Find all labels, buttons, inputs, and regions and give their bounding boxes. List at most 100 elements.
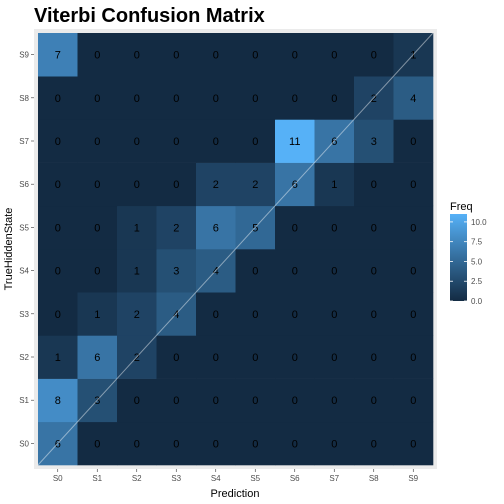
cell-value-label: 0: [331, 438, 337, 450]
heatmap-cell: [354, 162, 394, 207]
heatmap-cell: [117, 33, 157, 77]
heatmap-cell: [314, 335, 355, 379]
x-tick-label: S2: [132, 474, 142, 483]
cell-value-label: 0: [292, 395, 298, 407]
legend-tick-label: 10.0: [471, 218, 487, 227]
cell-value-label: 1: [134, 266, 140, 278]
x-tick-label: S3: [171, 474, 181, 483]
cell-value-label: 0: [55, 266, 61, 278]
heatmap-cell: [354, 421, 394, 466]
cell-value-label: 2: [134, 352, 140, 364]
heatmap-cell: [393, 33, 434, 77]
heatmap-cell: [354, 205, 394, 250]
heatmap-cell: [38, 162, 78, 207]
cell-value-label: 0: [173, 395, 179, 407]
heatmap-cell: [275, 205, 315, 250]
cell-value-label: 0: [371, 438, 377, 450]
cell-value-label: 0: [410, 438, 416, 450]
y-tick-label: S9: [19, 51, 29, 60]
cell-value-label: 0: [173, 179, 179, 191]
x-axis-ticks: S0 S1 S2 S3 S4 S5 S6 S7 S8 S9: [53, 469, 419, 483]
cell-value-label: 0: [410, 222, 416, 234]
heatmap-cell: [314, 162, 355, 207]
heatmap-cell: [77, 421, 118, 466]
cell-value-label: 0: [252, 93, 258, 105]
cell-value-label: 0: [371, 309, 377, 321]
heatmap-cell: [354, 292, 394, 336]
heatmap-cell: [77, 205, 118, 250]
heatmap-cell: [275, 162, 315, 207]
cell-value-label: 1: [55, 352, 61, 364]
heatmap-cell: [156, 292, 197, 336]
x-tick-label: S4: [211, 474, 221, 483]
heatmap-cell: [156, 421, 197, 466]
heatmap-cell: [393, 162, 434, 207]
heatmap-cell: [235, 162, 276, 207]
cell-value-label: 1: [331, 179, 337, 191]
legend-ticks: 0.0 2.5 5.0 7.5 10.0: [450, 218, 487, 306]
heatmap-cell: [354, 33, 394, 77]
heatmap-cell: [196, 76, 236, 120]
heatmap-cell: [156, 119, 197, 163]
heatmap-cell: [275, 335, 315, 379]
cell-value-label: 0: [213, 438, 219, 450]
cell-value-label: 6: [55, 438, 61, 450]
heatmap-cell: [77, 162, 118, 207]
x-tick-label: S9: [408, 474, 418, 483]
cell-value-label: 0: [371, 179, 377, 191]
cell-value-label: 0: [94, 222, 100, 234]
heatmap-cell: [38, 33, 78, 77]
cell-value-label: 0: [252, 438, 258, 450]
cell-value-label: 6: [94, 352, 100, 364]
heatmap-cell: [314, 76, 355, 120]
cell-value-label: 0: [252, 352, 258, 364]
cell-value-label: 0: [252, 266, 258, 278]
heatmap-cell: [38, 421, 78, 466]
cell-value-label: 0: [213, 93, 219, 105]
cell-value-label: 0: [94, 136, 100, 148]
heatmap-cell: [275, 76, 315, 120]
heatmap-cell: [393, 76, 434, 120]
cell-value-label: 0: [94, 266, 100, 278]
cell-value-label: 0: [55, 136, 61, 148]
diagonal-line: [37, 32, 434, 466]
x-tick-label: S1: [92, 474, 102, 483]
cell-value-label: 0: [292, 352, 298, 364]
heatmap-cell: [275, 378, 315, 423]
cell-value-label: 4: [173, 309, 179, 321]
heatmap-cell: [156, 33, 197, 77]
heatmap-cell: [235, 205, 276, 250]
legend-colorbar: [450, 214, 467, 301]
cell-value-label: 6: [213, 222, 219, 234]
cell-value-label: 5: [252, 222, 258, 234]
cell-value-label: 2: [173, 222, 179, 234]
heatmap-cell: [275, 119, 315, 163]
heatmap-cell: [117, 292, 157, 336]
heatmap-cell: [393, 119, 434, 163]
heatmap-cell: [314, 249, 355, 293]
cell-value-label: 6: [292, 179, 298, 191]
x-tick-label: S0: [53, 474, 63, 483]
cell-value-label: 0: [213, 136, 219, 148]
legend-tick-label: 7.5: [471, 238, 483, 247]
legend-tick-label: 2.5: [471, 277, 483, 286]
cell-value-label: 0: [55, 222, 61, 234]
cell-value-label: 0: [173, 93, 179, 105]
y-tick-label: S4: [19, 267, 29, 276]
cell-value-label: 0: [292, 266, 298, 278]
heatmap-cell: [38, 205, 78, 250]
cell-value-label: 0: [410, 179, 416, 191]
y-tick-label: S6: [19, 180, 29, 189]
cell-value-label: 0: [371, 395, 377, 407]
cell-value-label: 0: [173, 438, 179, 450]
heatmap-cell: [38, 378, 78, 423]
heatmap-cell: [77, 378, 118, 423]
y-axis-ticks: S0 S1 S2 S3 S4 S5 S6 S7 S8 S9: [19, 51, 34, 448]
cell-value-label: 0: [371, 50, 377, 62]
heatmap-cell: [77, 33, 118, 77]
y-tick-label: S7: [19, 137, 29, 146]
cell-value-label: 0: [94, 179, 100, 191]
x-tick-label: S6: [290, 474, 300, 483]
x-tick-label: S5: [250, 474, 260, 483]
cell-value-label: 1: [94, 309, 100, 321]
